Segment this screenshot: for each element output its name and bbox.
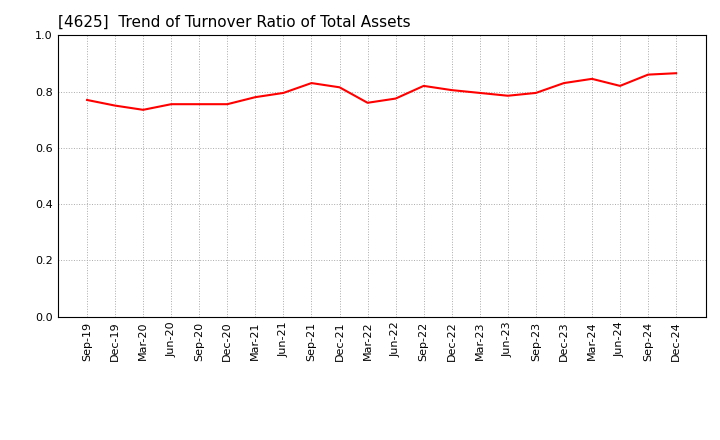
Text: [4625]  Trend of Turnover Ratio of Total Assets: [4625] Trend of Turnover Ratio of Total … <box>58 15 410 30</box>
